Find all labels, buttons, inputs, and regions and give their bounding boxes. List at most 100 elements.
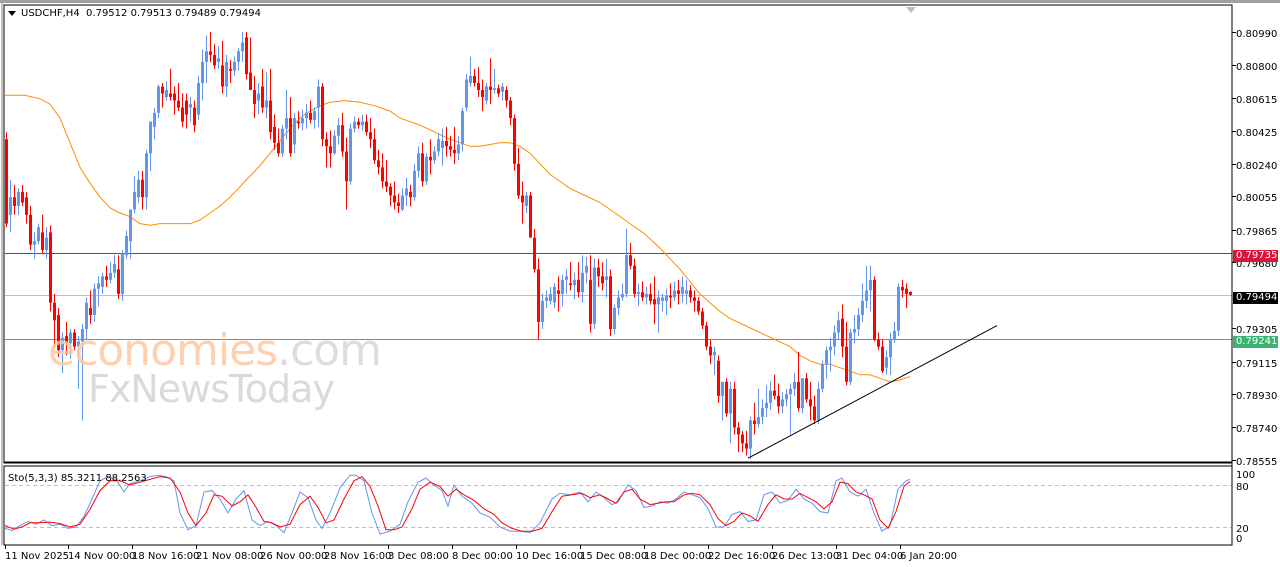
window-top-border	[0, 0, 1280, 3]
candle	[729, 381, 732, 444]
candle	[409, 184, 412, 207]
candle	[89, 290, 92, 324]
candle	[493, 68, 496, 94]
candle	[173, 86, 176, 115]
candle	[193, 100, 196, 133]
candle	[189, 97, 192, 122]
candle	[205, 35, 208, 83]
price-tick-label: 0.80240	[1236, 161, 1278, 172]
candle	[713, 346, 716, 375]
candle	[841, 304, 844, 358]
candle	[541, 293, 544, 330]
time-tick-label: 11 Nov 2025	[5, 551, 70, 562]
watermark-fxnewstoday: FxNewsToday	[88, 367, 335, 411]
candle	[745, 430, 748, 456]
candle	[641, 281, 644, 301]
candle	[881, 339, 884, 373]
candle	[349, 123, 352, 185]
price-tick-label: 0.80425	[1236, 128, 1278, 139]
candle	[185, 93, 188, 129]
candle	[377, 149, 380, 175]
candle	[669, 283, 672, 308]
candle	[625, 228, 628, 298]
time-tick-label: 26 Dec 13:00	[772, 551, 840, 562]
candle	[677, 279, 680, 305]
dropdown-triangle-icon[interactable]	[8, 10, 16, 16]
candle	[157, 84, 160, 119]
candle	[685, 279, 688, 305]
candle	[441, 128, 444, 166]
price-tick-label: 0.80800	[1236, 62, 1278, 73]
candle	[133, 176, 136, 214]
candle	[825, 346, 828, 379]
candle	[221, 40, 224, 94]
candle	[809, 381, 812, 421]
candle	[449, 135, 452, 157]
candle	[389, 183, 392, 207]
candle	[793, 372, 796, 396]
candle	[433, 146, 436, 164]
candle	[145, 149, 148, 210]
candle	[769, 381, 772, 410]
candle	[313, 107, 316, 129]
candle	[717, 355, 720, 403]
candle	[61, 332, 64, 373]
time-tick-label: 14 Nov 00:00	[68, 551, 136, 562]
chart-canvas[interactable]	[0, 3, 1280, 567]
price-tick-label: 0.79115	[1236, 359, 1278, 370]
candle	[525, 191, 528, 214]
candle	[385, 160, 388, 192]
candle	[569, 262, 572, 291]
candle	[165, 81, 168, 101]
candle	[225, 54, 228, 98]
candle	[709, 339, 712, 365]
candle	[209, 32, 212, 62]
candle	[661, 293, 664, 312]
candle	[93, 283, 96, 323]
chart-window[interactable]: USDCHF,H4 0.79512 0.79513 0.79489 0.7949…	[0, 3, 1280, 567]
candle	[753, 402, 756, 435]
candle	[309, 100, 312, 124]
candle	[721, 381, 724, 421]
candle	[149, 121, 152, 171]
chart-shift-marker-icon[interactable]	[906, 7, 916, 13]
price-tick-label: 0.78930	[1236, 391, 1278, 402]
candle	[305, 104, 308, 129]
candle	[241, 32, 244, 62]
candle	[797, 351, 800, 412]
candle	[245, 32, 248, 80]
candle	[477, 67, 480, 98]
price-tick-label: 0.78555	[1236, 457, 1278, 468]
candle	[469, 56, 472, 87]
candle	[673, 281, 676, 301]
candle	[5, 132, 8, 228]
candle	[853, 314, 856, 344]
candle	[905, 283, 908, 308]
candle	[533, 228, 536, 273]
candle	[97, 276, 100, 307]
candle	[657, 290, 660, 333]
price-tick-label: 0.79305	[1236, 325, 1278, 336]
candle	[837, 311, 840, 340]
price-tick-label: 0.80615	[1236, 95, 1278, 106]
candle	[85, 297, 88, 340]
candle	[373, 128, 376, 164]
candle	[645, 286, 648, 305]
candle	[217, 46, 220, 69]
resistance-price-tag: 0.79735	[1233, 250, 1278, 262]
candle	[129, 209, 132, 259]
time-tick-label: 18 Dec 00:00	[644, 551, 712, 562]
candle	[621, 283, 624, 301]
candle	[141, 170, 144, 210]
stochastic-level-label: 0	[1236, 534, 1243, 545]
candle	[857, 307, 860, 337]
candle	[877, 332, 880, 351]
candle	[529, 191, 532, 238]
candle	[553, 283, 556, 308]
candle	[749, 416, 752, 460]
candle	[161, 82, 164, 108]
candle	[705, 322, 708, 351]
trendline[interactable]	[747, 325, 998, 459]
candle	[901, 279, 904, 298]
candle	[609, 269, 612, 337]
